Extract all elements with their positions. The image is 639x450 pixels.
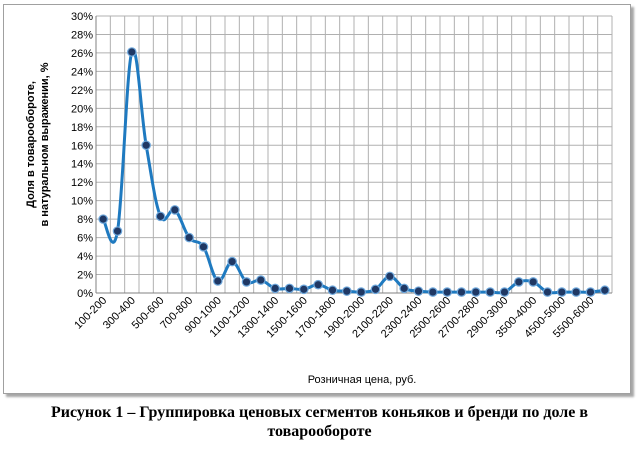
y-axis-label-line1: Доля в товарообороте, bbox=[25, 81, 37, 208]
data-point bbox=[270, 283, 280, 294]
y-tick-label: 6% bbox=[77, 233, 93, 245]
data-point bbox=[413, 286, 424, 296]
x-axis-label: Розничная цена, руб. bbox=[308, 374, 417, 386]
y-axis-ticks: 0% 2% 4% 6% 8% 10% 12% 14% 16% 18% 20% 22% 24% 26% 28%… bbox=[71, 11, 93, 300]
data-point bbox=[499, 287, 510, 297]
data-point bbox=[442, 287, 452, 297]
data-point bbox=[155, 211, 166, 222]
y-tick-label: 24% bbox=[71, 66, 93, 78]
line-chart: 0% 2% 4% 6% 8% 10% 12% 14% 16% 18% 20% 22% 24% 26% 28%… bbox=[25, 11, 613, 386]
y-tick-label: 14% bbox=[71, 159, 93, 171]
y-tick-label: 12% bbox=[71, 177, 93, 189]
y-tick-label: 20% bbox=[71, 103, 93, 115]
y-axis-label-line2: в натуральном выражении, % bbox=[39, 62, 51, 226]
y-tick-label: 30% bbox=[71, 11, 93, 23]
data-point bbox=[198, 242, 209, 252]
series bbox=[98, 47, 610, 297]
data-point bbox=[528, 277, 538, 287]
data-point bbox=[170, 205, 180, 215]
data-point bbox=[227, 256, 237, 267]
y-tick-label: 4% bbox=[77, 251, 93, 263]
caption-line-1: Рисунок 1 – Группировка ценовых сегменто… bbox=[51, 404, 588, 421]
data-point bbox=[284, 283, 295, 294]
data-point bbox=[571, 287, 581, 297]
data-point bbox=[557, 287, 567, 297]
y-tick-label: 10% bbox=[71, 196, 93, 208]
data-point bbox=[385, 271, 395, 282]
data-point bbox=[112, 226, 123, 236]
data-point bbox=[256, 275, 266, 285]
data-point bbox=[241, 277, 252, 287]
data-point bbox=[327, 285, 338, 296]
data-point bbox=[456, 287, 467, 297]
data-point bbox=[213, 276, 223, 286]
data-point bbox=[542, 287, 553, 297]
data-point bbox=[184, 232, 194, 243]
y-tick-label: 0% bbox=[77, 288, 93, 300]
y-tick-label: 28% bbox=[71, 29, 93, 41]
data-point bbox=[299, 284, 309, 295]
y-tick-label: 22% bbox=[71, 85, 93, 97]
data-point bbox=[514, 277, 524, 287]
data-point bbox=[356, 287, 366, 297]
data-point bbox=[471, 287, 481, 297]
data-point bbox=[141, 140, 151, 151]
grid bbox=[95, 15, 613, 294]
x-axis-ticks: 100-200300-400500-600700-800900-10001100… bbox=[72, 295, 596, 341]
data-point bbox=[127, 47, 137, 57]
data-point bbox=[98, 214, 108, 224]
data-point bbox=[485, 287, 495, 297]
data-point bbox=[585, 287, 596, 297]
data-point bbox=[428, 287, 438, 297]
caption-line-2: товарообороте bbox=[267, 423, 372, 440]
data-point bbox=[399, 283, 409, 294]
y-tick-label: 26% bbox=[71, 48, 93, 60]
data-point bbox=[342, 286, 352, 296]
y-tick-label: 16% bbox=[71, 140, 93, 152]
y-tick-label: 2% bbox=[77, 270, 93, 282]
y-tick-label: 18% bbox=[71, 122, 93, 134]
data-point bbox=[370, 284, 381, 295]
y-tick-label: 8% bbox=[77, 214, 93, 226]
figure-caption: Рисунок 1 – Группировка ценовых сегменто… bbox=[0, 403, 639, 441]
chart-frame: 0% 2% 4% 6% 8% 10% 12% 14% 16% 18% 20% 22% 24% 26% 28%… bbox=[3, 4, 631, 394]
data-point bbox=[600, 285, 610, 296]
data-point bbox=[313, 279, 323, 290]
